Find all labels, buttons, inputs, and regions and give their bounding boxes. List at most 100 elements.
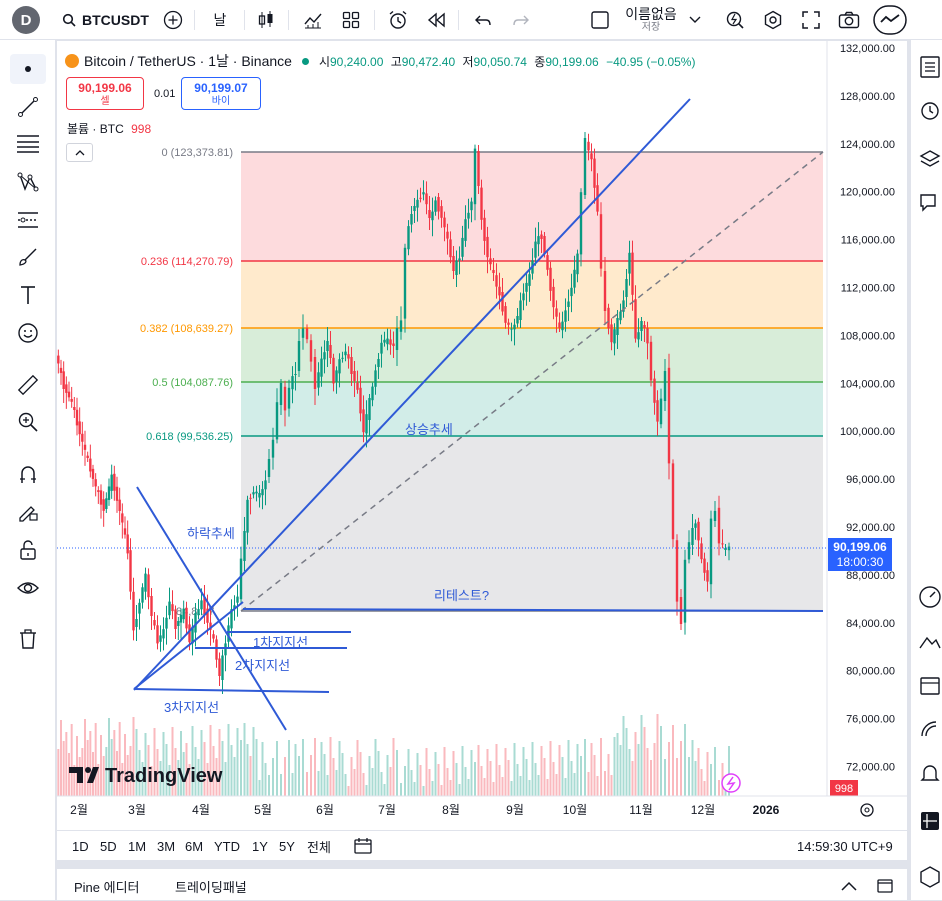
symbol-search-button[interactable]: BTCUSDT [62,0,154,40]
text-tool[interactable] [10,280,46,310]
range-button-5[interactable]: YTD [214,838,240,854]
settings-button[interactable] [760,0,786,40]
chart-pane[interactable]: 0 (123,373.81) 0.236 (114,270.79) 0.382 … [57,41,907,830]
fullscreen-button[interactable] [798,0,824,40]
tab-trading-panel[interactable]: 트레이딩패널 [175,879,247,895]
forecast-tool[interactable] [10,205,46,235]
tv-logo-dot [85,767,91,773]
downtrend-line[interactable] [136,486,287,731]
high-value: 90,472.40 [401,54,456,69]
fib-tool[interactable] [10,129,46,159]
calendar-button[interactable] [917,672,942,698]
candle-body [359,387,362,414]
goto-date-button[interactable] [353,831,373,861]
help-button[interactable] [917,864,942,890]
layout-checkbox[interactable] [588,0,612,40]
volume-bar [710,764,712,796]
alerts-button[interactable] [917,97,942,123]
clock-timezone[interactable]: 14:59:30 UTC+9 [797,838,893,854]
pattern-tool[interactable] [10,167,46,197]
layouts-button[interactable] [338,0,364,40]
data-window-button[interactable] [917,808,942,834]
layout-menu-button[interactable] [686,0,704,40]
cursor-tool[interactable] [10,54,46,84]
candle-body [162,629,165,639]
market-status-icon[interactable] [301,57,309,65]
magnet-tool[interactable] [10,459,46,489]
range-button-8[interactable]: 전체 [307,839,331,855]
downtrend-support-line[interactable] [133,601,244,690]
hide-drawings-tool[interactable] [10,573,46,603]
lock-tool[interactable] [10,535,46,565]
watchlist-button[interactable] [917,54,942,80]
range-button-3[interactable]: 3M [157,838,176,854]
price-chart[interactable]: 0 (123,373.81) 0.236 (114,270.79) 0.382 … [57,41,907,830]
undo-button[interactable] [470,0,496,40]
uptrend-line[interactable] [133,98,691,691]
time-axis[interactable]: 2월 3월 4월 5월 6월 7월 8월 9월 10월 11월 12월 2026 [70,803,780,817]
legend-title[interactable]: Bitcoin / TetherUS · 1날 · Binance [84,53,292,69]
brush-tool[interactable] [10,242,46,272]
lightning-badge[interactable] [721,773,741,793]
range-button-4[interactable]: 6M [185,838,204,854]
volume-bar [396,750,398,796]
emoji-tool[interactable] [10,318,46,348]
retest-line[interactable] [242,608,824,612]
redo-button[interactable] [508,0,534,40]
range-button-1[interactable]: 5D [100,838,117,854]
range-button-6[interactable]: 1Y [252,838,268,854]
range-button-2[interactable]: 1M [128,838,147,854]
drawings[interactable]: 상승추세 하락추세 리테스트? 1차지지선 2차지지선 3차지지선 [133,98,824,731]
alert-button[interactable] [384,0,412,40]
fib-trendline-dashed[interactable] [240,151,824,612]
candle-body [587,141,590,151]
candle-body [434,200,437,212]
zoom-tool[interactable] [10,407,46,437]
range-button-7[interactable]: 5Y [279,838,295,854]
buy-button[interactable]: 90,199.07 바이 [181,77,261,110]
layout-name-button[interactable]: 이름없음 저장 [620,6,682,36]
trendline-tool[interactable] [10,92,46,122]
user-avatar[interactable]: D [12,6,40,34]
panel-maximize-button[interactable] [877,871,893,901]
range-button-0[interactable]: 1D [72,838,89,854]
notifications-button[interactable] [917,760,942,786]
technicals-button[interactable] [917,584,942,610]
volume-bar [365,785,368,796]
measure-tool[interactable] [10,370,46,400]
collapse-legend-button[interactable] [66,143,93,162]
indicators-button[interactable] [300,0,326,40]
quick-search-button[interactable] [722,0,748,40]
candle-body [233,605,236,609]
candle-body [83,444,87,450]
volume-bar [350,757,353,796]
object-tree-button[interactable] [917,146,942,172]
interval-button[interactable]: 날 [213,12,227,28]
panel-expand-button[interactable] [841,871,857,901]
remove-drawings-tool[interactable] [10,624,46,654]
pine-button[interactable] [917,716,942,742]
axis-settings-button[interactable] [860,803,874,817]
ideas-button[interactable] [917,628,942,654]
chart-type-button[interactable] [254,0,278,40]
support-line-3[interactable] [133,688,330,693]
volume-bar [634,732,637,796]
replay-button[interactable] [424,0,450,40]
volume-legend[interactable]: 볼륨 · BTC 998 [67,120,151,137]
eye-icon [17,582,39,594]
stay-drawing-tool[interactable] [10,497,46,527]
volume-bar [580,756,582,796]
snapshot-button[interactable] [836,0,862,40]
price-axis[interactable]: 132,000.00 128,000.00 124,000.00 120,000.00… [826,41,895,796]
chats-button[interactable] [917,190,942,216]
sell-button[interactable]: 90,199.06 셀 [66,77,144,110]
candle-body [546,255,549,270]
candle-body [549,267,552,291]
compare-add-button[interactable] [160,0,186,40]
fib-retracement[interactable]: 0 (123,373.81) 0.236 (114,270.79) 0.382 … [140,147,823,618]
candle-body [252,492,255,495]
sell-price: 90,199.06 [78,81,132,95]
tab-pine-editor[interactable]: Pine 에디터 [74,879,140,895]
publish-button[interactable] [872,0,908,40]
candle-body [389,339,392,345]
